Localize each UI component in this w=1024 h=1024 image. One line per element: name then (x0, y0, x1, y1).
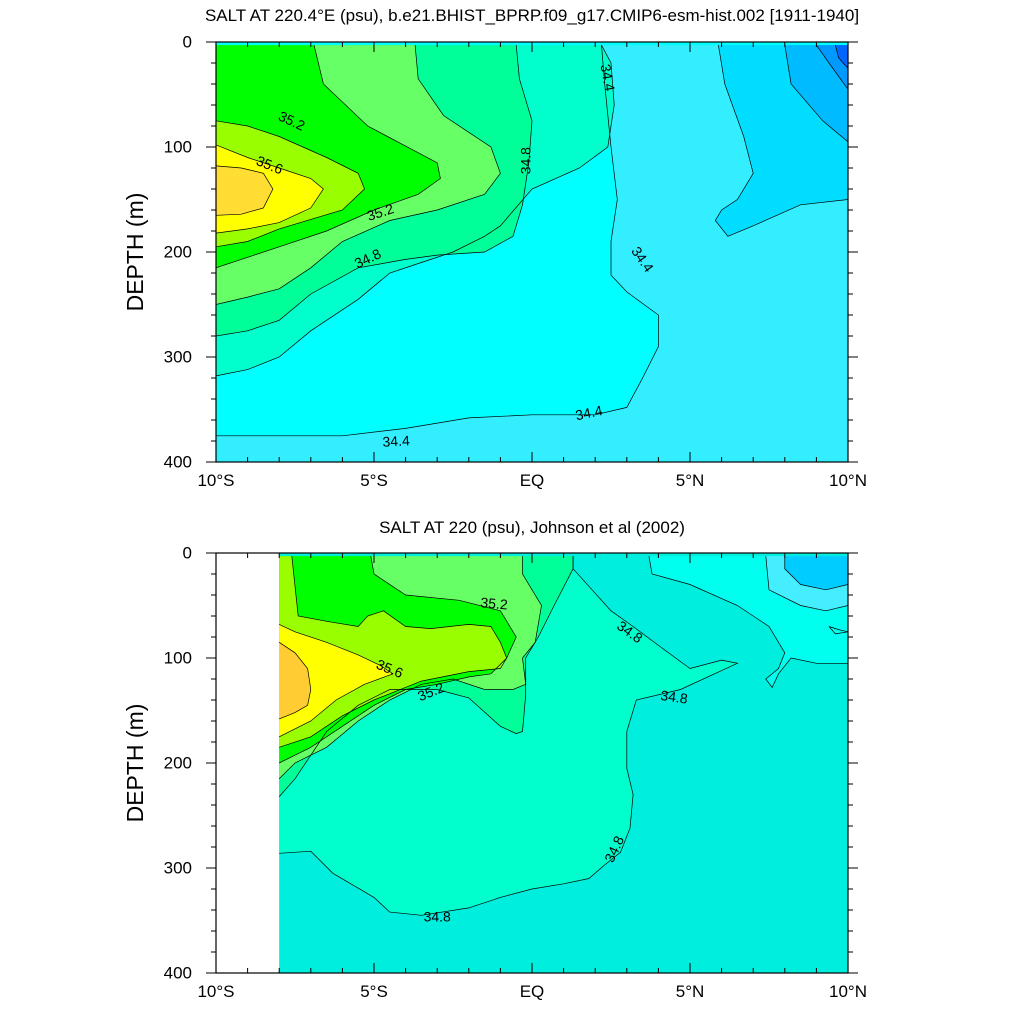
contour-fill-36 (279, 642, 311, 719)
contour-line-35 (278, 556, 574, 797)
contour-plot-area: 35.235.635.234.834.834.434.434.434.4 (216, 42, 848, 462)
contour-line-35-6 (216, 144, 324, 234)
y-tick-label: 300 (164, 348, 192, 367)
y-tick-label: 100 (164, 649, 192, 668)
contour-line-34-6 (828, 626, 848, 635)
contour-line-33-6 (835, 45, 848, 69)
contour-label: 34.8 (660, 687, 689, 707)
x-tick-label: 10°S (197, 982, 234, 1001)
y-tick-label: 0 (183, 33, 192, 52)
contour-fill-34-2 (784, 45, 848, 142)
x-tick-label: 10°S (197, 471, 234, 490)
contour-label: 34.4 (598, 63, 619, 93)
contour-fill-34-2 (784, 556, 848, 590)
contour-fill-34-6 (216, 45, 848, 462)
x-tick-label: 5°N (676, 982, 705, 1001)
contour-line-34-8 (279, 556, 739, 916)
x-tick-label: 5°S (360, 982, 388, 1001)
chart-panel-2: 35.235.635.234.834.834.834.810°S 5°S EQ 5°N… (122, 518, 867, 1001)
contour-line-35-8 (279, 624, 394, 738)
x-tick-label: 10°N (829, 982, 867, 1001)
y-tick-label: 400 (164, 453, 192, 472)
x-tick-label: 5°N (676, 471, 705, 490)
contour-plot-area: 35.235.635.234.834.834.834.8 (278, 553, 848, 973)
contour-fill-35-8 (279, 624, 393, 737)
x-tick-label: 10°N (829, 471, 867, 490)
contour-line-35-8 (216, 165, 274, 216)
contour-label: 34.4 (574, 402, 604, 423)
contour-line-35 (216, 45, 501, 305)
y-tick-label: 0 (183, 544, 192, 563)
y-tick-label: 400 (164, 964, 192, 983)
y-tick-label: 100 (164, 138, 192, 157)
y-axis-label: DEPTH (m) (122, 193, 148, 312)
y-tick-label: 300 (164, 859, 192, 878)
x-tick-label: 5°S (360, 471, 388, 490)
contour-line-35-2 (278, 556, 542, 780)
y-axis-label: DEPTH (m) (122, 704, 148, 823)
y-tick-label: 200 (164, 243, 192, 262)
contour-line-35-4 (279, 556, 517, 764)
x-tick-label: EQ (520, 982, 545, 1001)
contour-label: 34.8 (424, 908, 451, 924)
contour-line-36 (279, 642, 312, 720)
contour-line-34-8 (216, 45, 533, 337)
contour-line-34-2 (714, 45, 848, 237)
contour-fill-36 (216, 165, 273, 216)
contour-line-33-8 (816, 44, 848, 90)
contour-line-34-4 (765, 556, 848, 612)
contour-line-34-2 (784, 556, 848, 591)
contour-line-34-4 (216, 45, 659, 437)
contour-fill-33-8 (835, 45, 848, 69)
contour-label: 35.2 (480, 594, 509, 612)
chart-title: SALT AT 220.4°E (psu), b.e21.BHIST_BPRP.… (205, 6, 859, 25)
x-tick-label: EQ (520, 471, 545, 490)
contour-label: 34.8 (518, 147, 534, 174)
contour-line-35-2 (216, 45, 441, 269)
contour-line-35-4 (216, 120, 365, 248)
chart-title: SALT AT 220 (psu), Johnson et al (2002) (379, 518, 685, 537)
contour-line-34 (784, 45, 848, 143)
chart-panel-1: 35.235.635.234.834.834.434.434.434.410°S… (122, 6, 867, 490)
contour-line-35-6 (279, 556, 508, 748)
y-tick-label: 200 (164, 754, 192, 773)
contour-line-34-6 (216, 44, 615, 377)
contour-line-34-6 (648, 556, 848, 689)
contour-label: 34.4 (382, 432, 410, 449)
